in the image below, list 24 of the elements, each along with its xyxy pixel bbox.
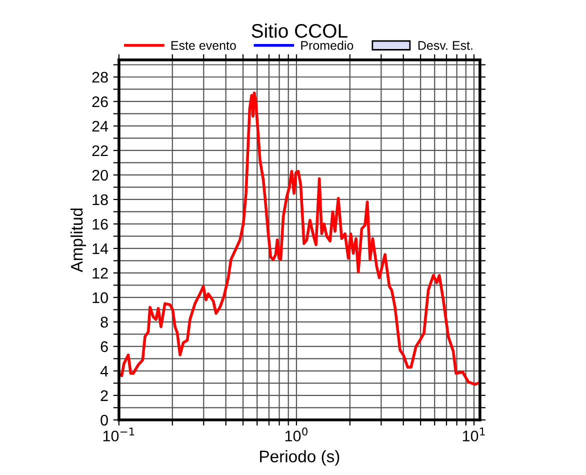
y-tick-label: 0 — [100, 414, 108, 426]
y-tick-label: 24 — [92, 120, 108, 132]
y-tick-label: 12 — [92, 268, 108, 278]
legend-label: Este evento — [171, 41, 236, 50]
y-tick-label: 22 — [92, 145, 108, 156]
y-tick-label: 26 — [92, 96, 108, 108]
y-tick-label: 10 — [92, 292, 108, 304]
y-tick-label: 4 — [100, 366, 108, 376]
y-tick-label: 8 — [100, 316, 108, 328]
y-tick-label: 16 — [92, 218, 108, 230]
x-tick-label: 10$^{0}$ — [285, 427, 308, 442]
x-axis-title: Periodo (s) — [260, 450, 340, 466]
y-tick-label: 6 — [100, 341, 108, 352]
y-tick-label: 20 — [92, 170, 108, 181]
legend-label: Promedio — [301, 40, 354, 50]
y-tick-label: 2 — [100, 390, 108, 401]
x-tick-label: 10$^{1}$ — [462, 428, 485, 442]
y-tick-label: 14 — [92, 243, 108, 254]
x-tick-label: 10$^{−1}$ — [103, 428, 134, 442]
y-tick-label: 18 — [92, 194, 108, 206]
legend-label: Desv. Est. — [418, 41, 472, 50]
chart-title: Sitio CCOL — [252, 24, 348, 38]
y-axis-title: Amplitud — [70, 208, 86, 272]
y-tick-label: 28 — [92, 72, 108, 83]
